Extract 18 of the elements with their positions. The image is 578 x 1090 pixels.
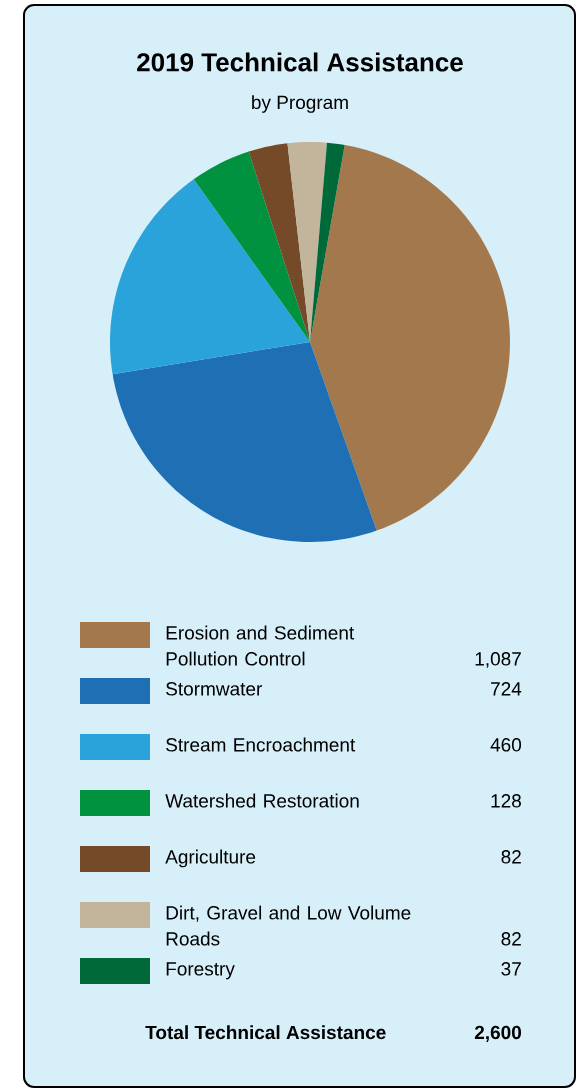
data-label: 128 <box>491 794 521 808</box>
text: Total Technical Assistance <box>145 1025 386 1040</box>
chart-title: 2019 Technical Assistance <box>137 52 463 72</box>
legend-label: Erosion and Sediment Pollution Control <box>166 625 355 666</box>
data-label: 37 <box>501 962 521 976</box>
data-label: 460 <box>490 738 522 752</box>
text: 2,600 <box>474 1025 522 1042</box>
legend-label: Stream Encroachment <box>166 737 356 752</box>
legend-label: Forestry <box>166 962 235 980</box>
legend-label: Watershed Restoration <box>165 793 359 808</box>
legend-label: Dirt, Gravel and Low Volume Roads <box>166 905 411 946</box>
legend-label: Stormwater <box>166 682 262 696</box>
legend-label: Agriculture <box>165 849 256 868</box>
data-label: 82 <box>501 850 521 864</box>
data-label: 82 <box>501 932 521 946</box>
data-label: 1,087 <box>475 652 521 668</box>
data-label: 724 <box>491 682 522 696</box>
chart-subtitle: by Program <box>252 95 348 113</box>
